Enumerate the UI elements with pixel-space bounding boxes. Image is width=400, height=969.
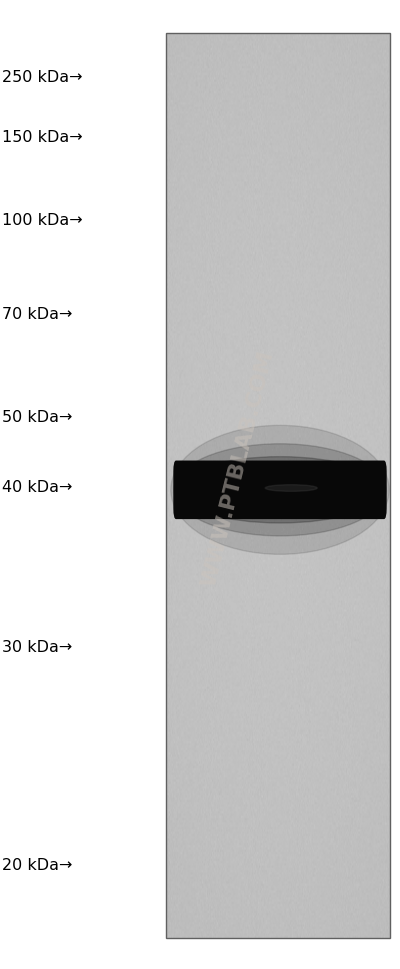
Text: 250 kDa→: 250 kDa→	[2, 70, 82, 85]
Text: 70 kDa→: 70 kDa→	[2, 306, 72, 322]
Text: 50 kDa→: 50 kDa→	[2, 409, 72, 424]
Text: 100 kDa→: 100 kDa→	[2, 212, 83, 228]
Text: 40 kDa→: 40 kDa→	[2, 480, 72, 495]
Text: 20 kDa→: 20 kDa→	[2, 857, 72, 872]
FancyBboxPatch shape	[173, 461, 387, 519]
Ellipse shape	[174, 444, 386, 537]
Ellipse shape	[265, 485, 317, 492]
Ellipse shape	[171, 426, 389, 554]
Text: 30 kDa→: 30 kDa→	[2, 640, 72, 655]
Text: 150 kDa→: 150 kDa→	[2, 130, 83, 145]
Text: WWW.PTBLAB.COM: WWW.PTBLAB.COM	[199, 348, 277, 588]
Ellipse shape	[176, 457, 384, 523]
